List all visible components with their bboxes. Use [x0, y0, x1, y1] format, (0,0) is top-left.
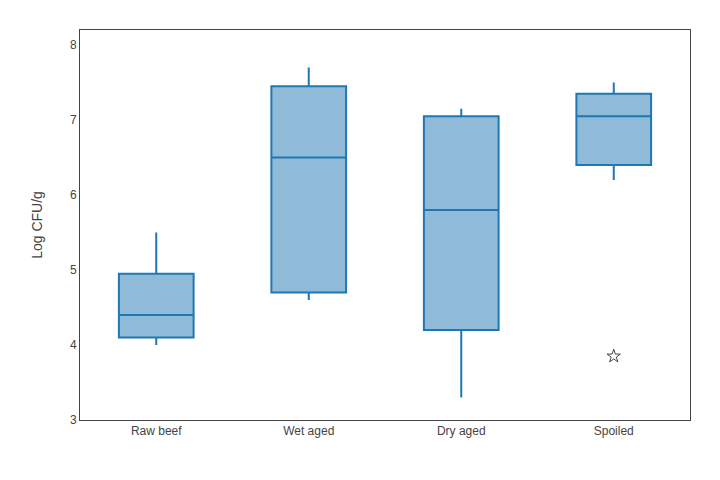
svg-text:5: 5: [70, 263, 77, 277]
svg-text:4: 4: [70, 338, 77, 352]
svg-text:Dry aged: Dry aged: [437, 424, 486, 438]
svg-text:Log CFU/g: Log CFU/g: [29, 191, 45, 259]
svg-text:3: 3: [70, 413, 77, 427]
svg-text:Raw beef: Raw beef: [131, 424, 182, 438]
svg-text:Wet aged: Wet aged: [283, 424, 334, 438]
svg-text:Spoiled: Spoiled: [594, 424, 634, 438]
svg-text:7: 7: [70, 113, 77, 127]
svg-text:6: 6: [70, 188, 77, 202]
svg-text:8: 8: [70, 38, 77, 52]
